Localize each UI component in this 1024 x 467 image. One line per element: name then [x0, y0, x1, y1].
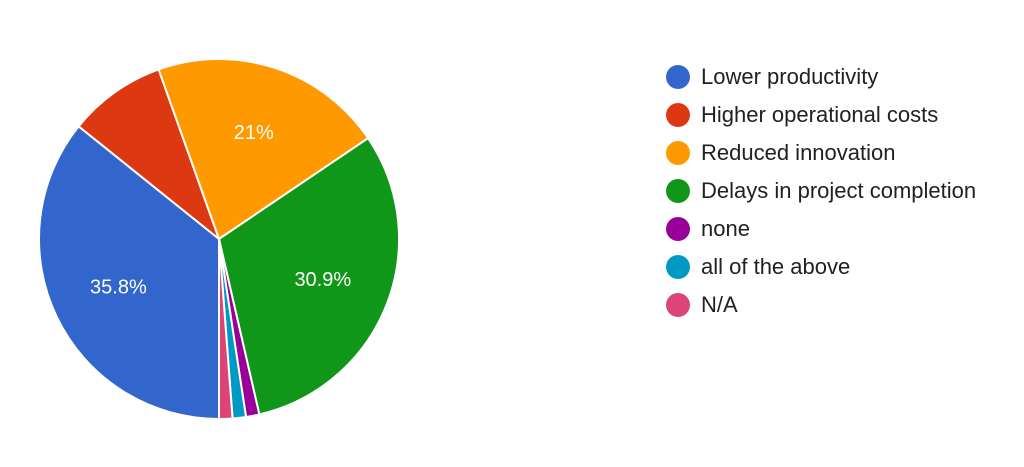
- legend-label: Higher operational costs: [701, 102, 939, 127]
- legend-label: Delays in project completion: [701, 178, 977, 203]
- legend-item-n-a: N/A: [666, 286, 976, 324]
- legend-label: Lower productivity: [701, 64, 879, 89]
- legend-item-lower-productivity: Lower productivity: [666, 58, 976, 96]
- slice-value-label-delays-in-project-completion: 30.9%: [294, 269, 351, 291]
- legend-swatch-icon: [666, 179, 690, 203]
- legend-swatch-icon: [666, 293, 690, 317]
- legend-swatch-icon: [666, 141, 690, 165]
- legend-item-higher-operational-costs: Higher operational costs: [666, 96, 976, 134]
- legend-item-none: none: [666, 210, 976, 248]
- pie-slice-higher-operational-costs: [77, 68, 220, 240]
- pie-chart: 35.8% 21% 30.9%: [38, 58, 400, 421]
- legend-swatch-icon: [666, 65, 690, 89]
- slice-value-label-reduced-innovation: 21%: [234, 122, 274, 144]
- legend-label: none: [701, 216, 750, 241]
- pie-labels: 35.8% 21% 30.9%: [90, 122, 351, 298]
- legend-label: Reduced innovation: [701, 140, 896, 165]
- pie-slices: [38, 58, 400, 421]
- legend-item-delays-in-project-completion: Delays in project completion: [666, 172, 976, 210]
- legend-item-all-of-the-above: all of the above: [666, 248, 976, 286]
- legend-swatch-icon: [666, 255, 690, 279]
- pie-slice-reduced-innovation: [157, 58, 370, 240]
- slice-value-label-lower-productivity: 35.8%: [90, 276, 147, 298]
- chart-legend: Lower productivity Higher operational cos…: [666, 58, 976, 324]
- legend-swatch-icon: [666, 217, 690, 241]
- pie-slice-delays-in-project-completion: [218, 137, 400, 416]
- pie-slice-n-a: [218, 238, 234, 421]
- legend-item-reduced-innovation: Reduced innovation: [666, 134, 976, 172]
- legend-label: all of the above: [701, 254, 851, 279]
- legend-swatch-icon: [666, 103, 690, 127]
- pie-slice-lower-productivity: [38, 125, 220, 420]
- legend-label: N/A: [701, 292, 738, 317]
